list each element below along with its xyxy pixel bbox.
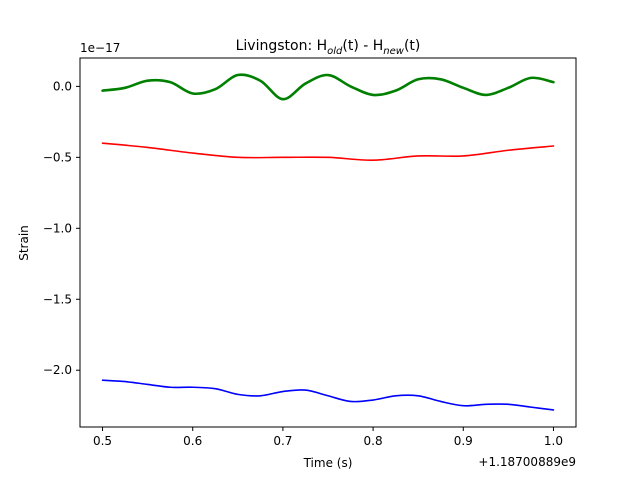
series-line-3 [101,379,555,411]
y-scale-label: 1e−17 [80,41,120,55]
title-prefix: Livingston: H [236,38,328,54]
series-line-1 [101,73,555,101]
x-tick-label: 0.5 [93,434,112,448]
x-tick-label: 0.7 [273,434,292,448]
x-tick-label: 0.9 [454,434,473,448]
y-axis: 0.0 −0.5 −1.0 −1.5 −2.0 [43,79,80,377]
x-axis: 0.5 0.6 0.7 0.8 0.9 1.0 [93,427,563,448]
y-tick-label: −1.0 [43,221,72,235]
title-middle: (t) - H [342,38,383,54]
series-layer [101,73,555,411]
y-tick-label: −2.0 [43,363,72,377]
title-subscript-old: old [327,46,343,57]
chart-title: Livingston: Hold(t) - Hnew(t) [236,38,421,57]
y-tick-label: −0.5 [43,150,72,164]
series-line-2 [101,142,555,161]
x-tick-label: 1.0 [544,434,563,448]
plot-frame [79,57,577,428]
y-axis-label: Strain [17,225,31,261]
x-offset-label: +1.18700889e9 [478,455,576,469]
x-tick-label: 0.8 [364,434,383,448]
title-suffix: (t) [404,38,420,54]
title-subscript-new: new [383,46,404,57]
y-tick-label: −1.5 [43,292,72,306]
x-axis-label: Time (s) [303,456,353,470]
y-tick-label: 0.0 [53,79,72,93]
x-tick-label: 0.6 [183,434,202,448]
